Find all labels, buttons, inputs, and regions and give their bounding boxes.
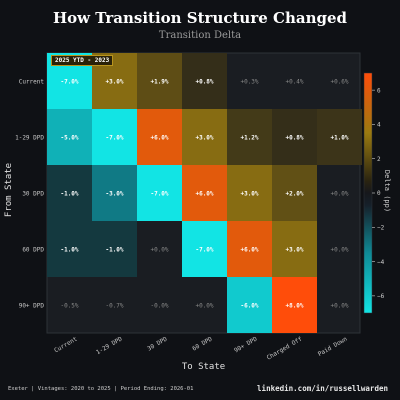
cell-value-label: -1.0%	[60, 247, 78, 254]
colorbar-tick-label: −2	[377, 224, 385, 231]
cell-value-label: -0.0%	[150, 303, 168, 310]
footer-credit: linkedin.com/in/russellwarden	[257, 384, 388, 393]
heatmap-cell	[227, 277, 272, 333]
chart-subtitle: Transition Delta	[158, 30, 242, 41]
cell-value-label: +0.8%	[195, 79, 213, 86]
heatmap-cell	[272, 165, 317, 221]
colorbar-tick-label: −6	[377, 293, 385, 300]
heatmap-cell	[227, 165, 272, 221]
heatmap-cell	[137, 165, 182, 221]
cell-value-label: +0.0%	[330, 191, 348, 198]
cell-value-label: +0.0%	[330, 303, 348, 310]
cell-value-label: +0.8%	[285, 135, 303, 142]
cell-value-label: +2.0%	[285, 191, 303, 198]
heatmap-cell	[47, 165, 92, 221]
y-tick-label: 30 DPD	[22, 191, 44, 198]
cell-value-label: +0.3%	[240, 79, 258, 86]
x-tick-label: 60 DPD	[191, 335, 214, 352]
heatmap-cell	[272, 221, 317, 277]
heatmap-cell	[92, 109, 137, 165]
y-tick-label: Current	[19, 79, 45, 86]
cell-value-label: -6.0%	[240, 303, 258, 310]
cell-value-label: +1.0%	[330, 135, 348, 142]
colorbar	[363, 72, 373, 314]
x-axis-label: To State	[181, 362, 226, 372]
cell-value-label: +3.0%	[240, 191, 258, 198]
cell-value-label: +0.0%	[330, 247, 348, 254]
heatmap-cell	[182, 109, 227, 165]
colorbar-label: Delta (pp)	[383, 169, 391, 213]
cell-value-label: +6.0%	[150, 135, 168, 142]
cell-value-label: +3.0%	[285, 247, 303, 254]
cell-value-label: -7.0%	[60, 79, 78, 86]
colorbar-tick-label: 6	[377, 87, 381, 94]
cell-value-label: -7.0%	[150, 191, 168, 198]
cell-value-label: +3.0%	[105, 79, 123, 86]
colorbar-tick-label: 2	[377, 156, 381, 163]
y-tick-label: 90+ DPD	[19, 303, 45, 310]
y-tick-label: 1-29 DPD	[15, 135, 44, 142]
cell-value-label: +0.0%	[195, 303, 213, 310]
footer-source: Exeter | Vintages: 2020 to 2025 | Period…	[8, 386, 194, 392]
heatmap-cell	[182, 221, 227, 277]
cell-value-label: -3.0%	[105, 191, 123, 198]
heatmap-cell	[317, 109, 362, 165]
cell-value-label: +0.0%	[150, 247, 168, 254]
x-tick-label: Paid Down	[317, 335, 349, 358]
cell-value-label: +1.9%	[150, 79, 168, 86]
chart-title: How Transition Structure Changed	[52, 9, 347, 27]
cell-value-label: +6.0%	[195, 191, 213, 198]
heatmap-cell	[182, 165, 227, 221]
comparison-badge: 2025 YTD - 2023	[51, 55, 114, 66]
cell-value-label: -7.0%	[195, 247, 213, 254]
heatmap-cell	[182, 53, 227, 109]
cell-value-label: +0.4%	[285, 79, 303, 86]
cell-value-label: -1.0%	[60, 191, 78, 198]
heatmap-cell	[92, 221, 137, 277]
colorbar-tick-label: 0	[377, 190, 381, 197]
heatmap-cell	[272, 109, 317, 165]
cell-value-label: -0.7%	[105, 303, 123, 310]
cell-value-label: +1.2%	[240, 135, 258, 142]
x-tick-label: 90+ DPD	[233, 335, 259, 354]
y-axis-label: From State	[4, 162, 14, 218]
colorbar-tick-label: 4	[377, 122, 381, 129]
y-tick-label: 60 DPD	[22, 247, 44, 254]
cell-value-label: -1.0%	[105, 247, 123, 254]
cell-value-label: +0.6%	[330, 79, 348, 86]
heatmap-cell	[272, 277, 317, 333]
cell-value-label: -7.0%	[105, 135, 123, 142]
x-tick-label: 1-29 DPD	[95, 335, 124, 356]
colorbar-tick-label: −4	[377, 259, 385, 266]
heatmap-cell	[47, 221, 92, 277]
heatmap-cell	[47, 109, 92, 165]
heatmap-cell	[227, 221, 272, 277]
cell-value-label: +6.0%	[240, 247, 258, 254]
x-tick-label: Charged Off	[266, 335, 304, 361]
heatmap-cell	[92, 165, 137, 221]
heatmap-cell	[137, 53, 182, 109]
heatmap-cell	[137, 109, 182, 165]
x-tick-label: 30 DPD	[146, 335, 169, 352]
cell-value-label: +3.0%	[195, 135, 213, 142]
cell-value-label: -5.0%	[60, 135, 78, 142]
x-tick-label: Current	[53, 335, 79, 354]
heatmap-cell	[227, 109, 272, 165]
cell-value-label: -0.5%	[60, 303, 78, 310]
cell-value-label: +8.0%	[285, 303, 303, 310]
